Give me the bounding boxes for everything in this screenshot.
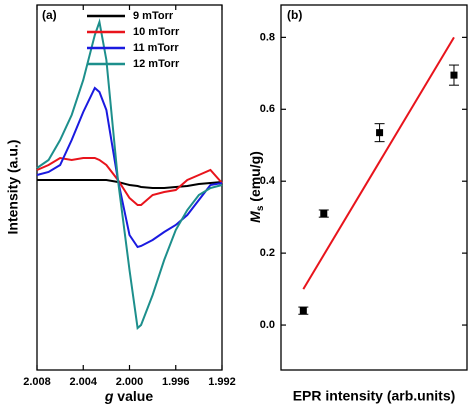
x-tick-label: 1.992 bbox=[208, 376, 236, 388]
x-axis-label: g value bbox=[104, 388, 153, 404]
y-axis-label-symbol: M bbox=[247, 211, 263, 223]
legend-label: 11 mTorr bbox=[133, 42, 179, 54]
x-axis-label: EPR intensity (arb.units) bbox=[293, 388, 456, 404]
x-tick-label: 2.000 bbox=[116, 376, 144, 388]
data-point bbox=[299, 307, 307, 315]
plot-frame-a bbox=[36, 4, 223, 371]
plot-frame-b bbox=[280, 4, 468, 371]
x-axis-label-italic: g bbox=[104, 388, 114, 404]
y-tick-label: 0.8 bbox=[260, 31, 275, 43]
y-tick-label: 0.2 bbox=[260, 247, 275, 259]
data-line bbox=[36, 18, 223, 330]
x-tick-label: 2.008 bbox=[23, 376, 51, 388]
panel-label: (b) bbox=[287, 8, 302, 22]
x-tick-label: 2.004 bbox=[69, 376, 97, 388]
x-tick-label: 1.996 bbox=[162, 376, 190, 388]
data-line bbox=[36, 86, 223, 249]
y-tick-label: 0.6 bbox=[260, 103, 275, 115]
data-line bbox=[37, 179, 223, 189]
data-line bbox=[302, 36, 455, 290]
x-axis-label-text: value bbox=[113, 388, 153, 404]
data-line bbox=[36, 156, 223, 206]
y-tick-label: 0.0 bbox=[260, 319, 275, 331]
legend-label: 12 mTorr bbox=[133, 58, 180, 70]
data-point bbox=[376, 129, 384, 137]
y-axis-label-unit: (emu/g) bbox=[247, 151, 263, 205]
y-axis-label: Intensity (a.u.) bbox=[5, 140, 21, 235]
legend-label: 10 mTorr bbox=[133, 26, 180, 38]
y-axis-label: Ms (emu/g) bbox=[247, 151, 266, 223]
panel-label: (a) bbox=[42, 8, 57, 22]
data-point bbox=[450, 71, 458, 79]
legend-label: 9 mTorr bbox=[133, 10, 174, 22]
data-point bbox=[320, 210, 328, 218]
y-axis-label-subscript: s bbox=[255, 205, 266, 211]
y-tick-label: 0.4 bbox=[260, 175, 276, 187]
